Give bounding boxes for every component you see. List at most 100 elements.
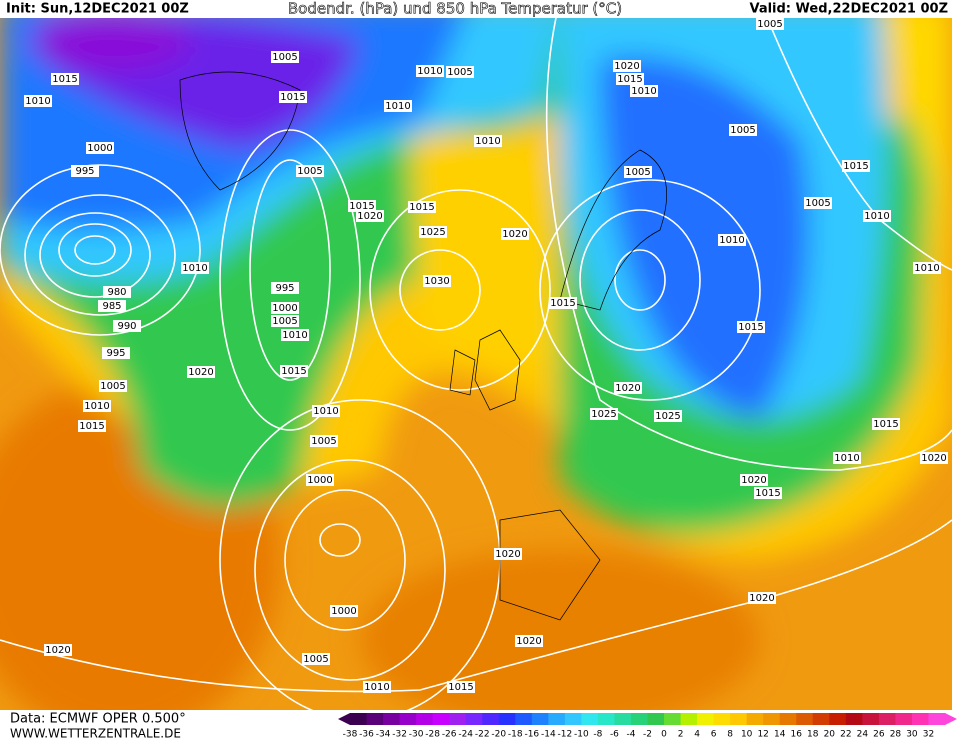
isobar-label-box bbox=[306, 474, 334, 486]
isobar-label-box bbox=[408, 201, 436, 213]
colorbar-swatch bbox=[862, 713, 880, 725]
colorbar-swatch bbox=[581, 713, 599, 725]
colorbar-swatch bbox=[730, 713, 748, 725]
isobar-label: 1010 bbox=[364, 682, 389, 693]
isobar-label-box bbox=[281, 329, 309, 341]
isobar-label-box bbox=[515, 635, 543, 647]
isobar-label-box bbox=[804, 197, 832, 209]
colorbar-swatch bbox=[928, 713, 946, 725]
isobar-label-box bbox=[103, 286, 131, 298]
colorbar-tick-label: 32 bbox=[923, 730, 934, 740]
colorbar-swatch bbox=[515, 713, 533, 725]
isobar-label: 1030 bbox=[424, 276, 449, 287]
colorbar-arrow bbox=[338, 713, 350, 725]
isobar-label-box bbox=[181, 262, 209, 274]
isobar-label: 1020 bbox=[615, 383, 640, 394]
isobar-label: 980 bbox=[107, 287, 126, 298]
isobar-label: 1015 bbox=[617, 74, 642, 85]
colorbar-tick-label: 12 bbox=[757, 730, 768, 740]
isobar-label: 1005 bbox=[297, 166, 322, 177]
colorbar-swatch bbox=[432, 713, 450, 725]
isobar-label: 1015 bbox=[281, 366, 306, 377]
isobar-label: 1020 bbox=[749, 593, 774, 604]
colorbar-swatch bbox=[845, 713, 863, 725]
isobar-label: 1005 bbox=[303, 654, 328, 665]
isobar-label-box bbox=[920, 452, 948, 464]
isobar-label-box bbox=[833, 452, 861, 464]
isobar-label-box bbox=[271, 282, 299, 294]
map-title: Bodendr. (hPa) und 850 hPa Temperatur (°… bbox=[288, 0, 622, 18]
isobar-label: 1015 bbox=[755, 488, 780, 499]
coastlines bbox=[179, 71, 667, 621]
isobar-label: 1015 bbox=[79, 421, 104, 432]
colorbar-tick-label: -14 bbox=[541, 730, 556, 740]
colorbar-tick-label: -38 bbox=[343, 730, 358, 740]
colorbar-swatch bbox=[498, 713, 516, 725]
isobar-label: 1010 bbox=[313, 406, 338, 417]
isobar-label-box bbox=[363, 681, 391, 693]
isobar-label: 1015 bbox=[873, 419, 898, 430]
isobar-label-box bbox=[310, 435, 338, 447]
colorbar-tick-label: -24 bbox=[458, 730, 473, 740]
isobar-label: 1000 bbox=[87, 143, 112, 154]
colorbar-swatch bbox=[564, 713, 582, 725]
isobar-label-box bbox=[756, 18, 784, 30]
isobar-label: 1005 bbox=[100, 381, 125, 392]
isobar-label-box bbox=[630, 85, 658, 97]
isobar-label-box bbox=[102, 347, 130, 359]
isobar-label: 1010 bbox=[631, 86, 656, 97]
isobar-label: 995 bbox=[275, 283, 294, 294]
colorbar-swatch bbox=[614, 713, 632, 725]
colorbar-tick-label: -18 bbox=[508, 730, 523, 740]
colorbar-tick-label: 14 bbox=[774, 730, 786, 740]
isobar-label: 1010 bbox=[475, 136, 500, 147]
colorbar-tick-label: 30 bbox=[906, 730, 918, 740]
isobar-label: 995 bbox=[106, 348, 125, 359]
isobar-label-box bbox=[501, 228, 529, 240]
isobar-label-box bbox=[474, 135, 502, 147]
isobar-label: 1010 bbox=[864, 211, 889, 222]
isobar-label: 1020 bbox=[188, 367, 213, 378]
colorbar-swatch bbox=[647, 713, 665, 725]
isobar-label-box bbox=[416, 65, 444, 77]
isobar-label-box bbox=[312, 405, 340, 417]
isobar-label: 1010 bbox=[182, 263, 207, 274]
isobar-label: 1015 bbox=[52, 74, 77, 85]
site-url: WWW.WETTERZENTRALE.DE bbox=[10, 727, 181, 741]
isobar-label: 1005 bbox=[757, 19, 782, 30]
isobar-label: 1025 bbox=[591, 409, 616, 420]
colorbar-tick-label: 4 bbox=[694, 730, 700, 740]
isobar-label-box bbox=[590, 408, 618, 420]
isobar-label: 1005 bbox=[447, 67, 472, 78]
colorbar-swatch bbox=[482, 713, 500, 725]
colorbar-tick-label: -6 bbox=[610, 730, 619, 740]
isobar-label: 1020 bbox=[921, 453, 946, 464]
valid-time: Valid: Wed,22DEC2021 00Z bbox=[749, 2, 948, 17]
colorbar-swatch bbox=[713, 713, 731, 725]
isobar-label: 985 bbox=[102, 301, 121, 312]
isobar-label: 1005 bbox=[625, 167, 650, 178]
colorbar-swatch bbox=[911, 713, 929, 725]
isobar-label: 1015 bbox=[280, 92, 305, 103]
colorbar-swatch bbox=[746, 713, 764, 725]
isobar-label-box bbox=[913, 262, 941, 274]
isobar-label: 1005 bbox=[272, 316, 297, 327]
colorbar-tick-label: -28 bbox=[425, 730, 440, 740]
colorbar-swatch bbox=[697, 713, 715, 725]
isobar-label: 1010 bbox=[25, 96, 50, 107]
isobar-label: 1010 bbox=[834, 453, 859, 464]
isobar-label-box bbox=[86, 142, 114, 154]
isobar-label-box bbox=[78, 420, 106, 432]
isobar-label: 1005 bbox=[805, 198, 830, 209]
colorbar-swatch bbox=[531, 713, 549, 725]
isobar-label: 1020 bbox=[614, 61, 639, 72]
isobar-label: 1010 bbox=[914, 263, 939, 274]
isobar-label-box bbox=[729, 124, 757, 136]
colorbar-tick-label: 10 bbox=[741, 730, 753, 740]
isobar-label-box bbox=[446, 66, 474, 78]
isobar-label-box bbox=[872, 418, 900, 430]
isobar-label: 1020 bbox=[741, 475, 766, 486]
colorbar-tick-label: 28 bbox=[890, 730, 902, 740]
colorbar-swatch bbox=[449, 713, 467, 725]
isobar-label-box bbox=[296, 165, 324, 177]
